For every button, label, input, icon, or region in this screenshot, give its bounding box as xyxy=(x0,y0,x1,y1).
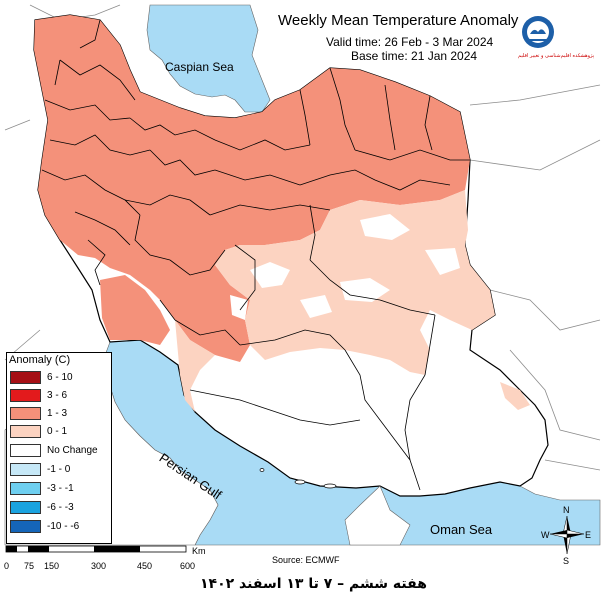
legend-item: -6 - -3 xyxy=(10,501,74,514)
gulf-islands xyxy=(259,468,337,489)
oman-sea-label: Oman Sea xyxy=(430,522,493,537)
legend-label: -10 - -6 xyxy=(47,521,80,532)
caspian-sea-label: Caspian Sea xyxy=(165,60,234,74)
valid-time: Valid time: 26 Feb - 3 Mar 2024 xyxy=(326,35,494,49)
legend-title: Anomaly (C) xyxy=(9,354,71,366)
no-change-hole-6 xyxy=(230,295,248,320)
legend-label: -1 - 0 xyxy=(47,464,71,475)
legend-swatch xyxy=(10,371,41,384)
legend-label: 1 - 3 xyxy=(47,408,68,419)
footer-title: هفته ششم – ۷ تا ۱۳ اسفند ۱۴۰۲ xyxy=(200,576,427,592)
compass-e: E xyxy=(585,530,591,540)
compass-rose-icon: N S E W xyxy=(541,505,591,565)
legend-item: No Change xyxy=(10,444,98,457)
legend-swatch xyxy=(10,463,41,476)
legend-item: 3 - 6 xyxy=(10,389,67,402)
legend-label: 6 - 10 xyxy=(47,372,73,383)
legend: Anomaly (C) 6 - 10 3 - 6 1 - 3 0 - 1 No … xyxy=(6,352,112,544)
legend-item: -10 - -6 xyxy=(10,520,79,533)
scale-label: 600 xyxy=(180,561,196,571)
map-title: Weekly Mean Temperature Anomaly xyxy=(278,12,519,29)
no-change-hole-1 xyxy=(250,262,290,288)
legend-label: 3 - 6 xyxy=(47,390,68,401)
legend-swatch xyxy=(10,444,41,457)
legend-label: -3 - -1 xyxy=(47,483,74,494)
logo-text: پژوهشکده اقلیم‌شناسی و تغییر اقلیم xyxy=(518,53,595,59)
legend-swatch xyxy=(10,389,41,402)
no-change-hole-2 xyxy=(340,278,390,302)
no-change-hole-5 xyxy=(425,248,460,275)
scale-bar xyxy=(5,545,187,553)
legend-swatch xyxy=(10,425,41,438)
legend-item: -1 - 0 xyxy=(10,463,70,476)
legend-label: -6 - -3 xyxy=(47,502,74,513)
compass-n: N xyxy=(563,505,570,515)
legend-swatch xyxy=(10,501,41,514)
legend-swatch xyxy=(10,407,41,420)
scale-label: 450 xyxy=(137,561,153,571)
legend-label: No Change xyxy=(47,445,98,456)
no-change-hole-3 xyxy=(300,295,332,318)
legend-swatch xyxy=(10,520,41,533)
legend-swatch xyxy=(10,482,41,495)
institute-logo xyxy=(522,16,554,48)
scale-label: 300 xyxy=(91,561,107,571)
scale-label: 0 xyxy=(4,561,10,571)
anomaly-0-1-coast xyxy=(500,382,530,410)
compass-w: W xyxy=(541,530,550,540)
anomaly-1-3-region xyxy=(34,15,470,362)
no-change-hole-4 xyxy=(360,214,410,240)
legend-item: 6 - 10 xyxy=(10,371,73,384)
caspian-sea xyxy=(146,4,271,113)
compass-s: S xyxy=(563,556,569,565)
scale-unit: Km xyxy=(192,546,206,556)
base-time: Base time: 21 Jan 2024 xyxy=(351,49,478,63)
anomaly-0-1-southwest xyxy=(175,320,215,412)
source-label: Source: ECMWF xyxy=(272,555,340,565)
province-boundaries xyxy=(41,19,470,491)
legend-item: 1 - 3 xyxy=(10,407,67,420)
scale-label: 150 xyxy=(44,561,60,571)
legend-item: 0 - 1 xyxy=(10,425,67,438)
anomaly-1-3-south xyxy=(100,275,170,345)
legend-item: -3 - -1 xyxy=(10,482,74,495)
legend-label: 0 - 1 xyxy=(47,426,68,437)
scale-label: 75 xyxy=(24,561,35,571)
